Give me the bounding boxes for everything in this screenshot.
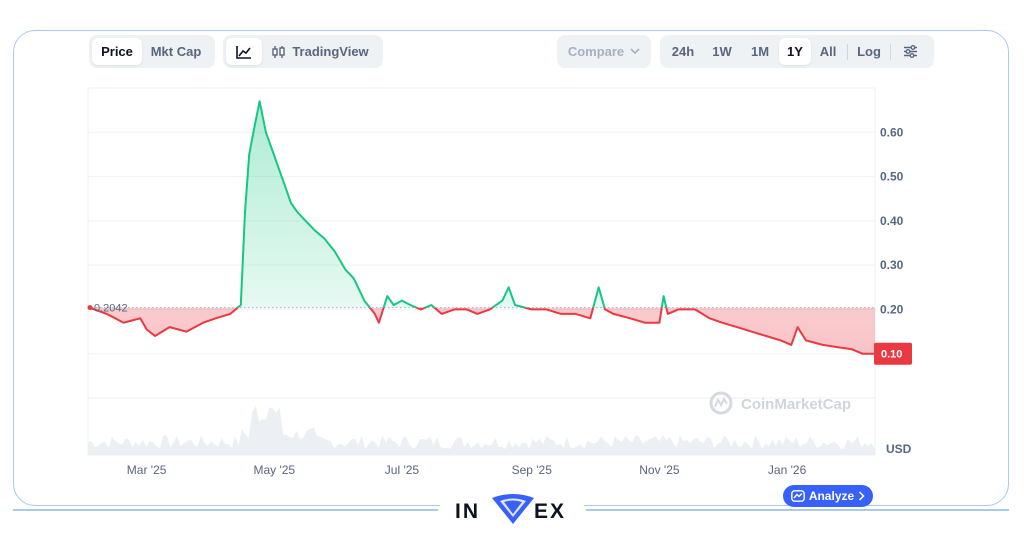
x-tick-label: Nov '25 <box>639 463 680 477</box>
y-tick-label: 0.40 <box>880 214 904 228</box>
mktcap-tab[interactable]: Mkt Cap <box>150 44 202 59</box>
range-1w[interactable]: 1W <box>712 44 732 59</box>
candlestick-icon <box>272 45 286 58</box>
metric-toggle: Price Mkt Cap <box>89 35 215 68</box>
divider-line-right <box>586 509 1009 511</box>
analyze-button[interactable]: Analyze <box>783 485 873 507</box>
chart-card <box>13 30 1009 506</box>
y-tick-label: 0.20 <box>880 302 904 316</box>
price-line-up <box>87 100 668 308</box>
chevron-right-icon <box>859 491 865 501</box>
x-tick-label: Sep '25 <box>512 463 553 477</box>
x-tick-label: May '25 <box>253 463 295 477</box>
brand-text-left: IN <box>455 500 480 523</box>
volume-area <box>88 405 875 455</box>
reference-start-dot <box>87 305 93 311</box>
brand-text-right: EX <box>534 500 567 523</box>
reference-value-label: 0.2042 <box>94 303 128 315</box>
line-chart-icon <box>236 45 251 59</box>
divider-line-left <box>13 509 438 511</box>
y-tick-label: 0.60 <box>880 125 904 139</box>
range-1y[interactable]: 1Y <box>779 38 811 65</box>
chevron-down-icon <box>630 48 640 55</box>
compare-label: Compare <box>567 44 625 59</box>
currency-label: USD <box>886 442 912 456</box>
current-price-badge <box>874 342 912 365</box>
range-24h[interactable]: 24h <box>671 44 695 59</box>
x-axis: Mar '25 May '25 Jul '25 Sep '25 Nov '25 Jan '… <box>127 463 807 477</box>
watermark-text: CoinMarketCap <box>741 396 851 413</box>
chart-style-toggle: TradingView <box>223 35 383 68</box>
brand-logo: IN EX <box>440 492 584 528</box>
x-tick-label: Jul '25 <box>385 463 420 477</box>
y-axis: 0.10 0.20 0.30 0.40 0.50 0.60 <box>880 125 904 360</box>
current-price-label: 0.10 <box>881 349 902 361</box>
area-below-reference <box>88 307 875 354</box>
coinmarketcap-logo-icon <box>709 391 733 415</box>
compare-dropdown[interactable]: Compare <box>557 35 651 68</box>
x-tick-label: Jan '26 <box>768 463 807 477</box>
analyze-icon <box>790 490 805 502</box>
brand-v-mark-icon <box>492 494 534 524</box>
y-tick-label: 0.30 <box>880 258 904 272</box>
divider <box>847 43 848 60</box>
range-1m[interactable]: 1M <box>750 44 770 59</box>
price-tab[interactable]: Price <box>92 38 142 65</box>
tradingview-label: TradingView <box>292 44 369 59</box>
log-toggle[interactable]: Log <box>857 44 881 59</box>
line-chart-button[interactable] <box>226 38 262 65</box>
watermark: CoinMarketCap <box>709 391 851 415</box>
sliders-icon <box>903 45 917 58</box>
x-tick-label: Mar '25 <box>127 463 167 477</box>
range-toggle: 24h 1W 1M 1Y All Log <box>660 35 934 68</box>
volume-bars <box>88 405 875 455</box>
price-line-down <box>87 307 875 355</box>
y-tick-label: 0.50 <box>880 170 904 184</box>
analyze-label: Analyze <box>808 489 855 503</box>
tradingview-button[interactable]: TradingView <box>262 38 378 65</box>
divider <box>890 43 891 60</box>
settings-button[interactable] <box>893 38 927 65</box>
range-all[interactable]: All <box>819 44 837 59</box>
